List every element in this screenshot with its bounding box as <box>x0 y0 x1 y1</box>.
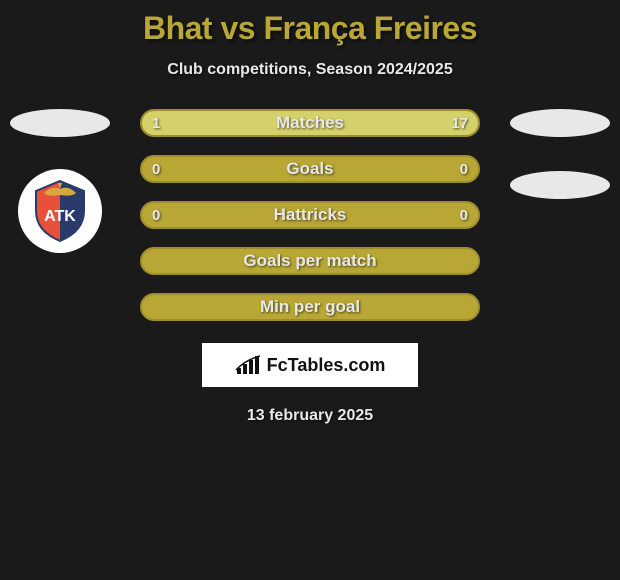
right-player-column <box>510 109 610 199</box>
branding-box: FcTables.com <box>202 343 418 387</box>
comparison-bars: 117Matches 00Goals 00Hattricks Goals per ma… <box>140 109 480 321</box>
stat-bar: 00Hattricks <box>140 201 480 229</box>
stat-bar: Min per goal <box>140 293 480 321</box>
stat-bar: Goals per match <box>140 247 480 275</box>
stat-bar: 00Goals <box>140 155 480 183</box>
svg-text:ATK: ATK <box>44 208 76 225</box>
page-title: Bhat vs França Freires <box>0 0 620 47</box>
stat-label: Goals <box>142 157 478 181</box>
stat-label: Goals per match <box>142 249 478 273</box>
stat-label: Min per goal <box>142 295 478 319</box>
branding-suffix: .com <box>343 355 385 375</box>
branding-prefix: Fc <box>267 355 288 375</box>
club-badge-left-icon: ATK <box>18 169 102 253</box>
stats-area: ATK 117Matches 00Goals 00Hattricks Goals pe… <box>0 109 620 321</box>
bar-chart-icon <box>235 354 261 376</box>
stat-bar: 117Matches <box>140 109 480 137</box>
branding-main: Tables <box>288 355 344 375</box>
player-right-placeholder-1-icon <box>510 109 610 137</box>
footer-date: 13 february 2025 <box>0 407 620 425</box>
stat-label: Hattricks <box>142 203 478 227</box>
page-subtitle: Club competitions, Season 2024/2025 <box>0 61 620 79</box>
player-left-placeholder-icon <box>10 109 110 137</box>
player-right-placeholder-2-icon <box>510 171 610 199</box>
stat-label: Matches <box>142 111 478 135</box>
branding-text: FcTables.com <box>267 355 386 376</box>
left-player-column: ATK <box>10 109 110 253</box>
